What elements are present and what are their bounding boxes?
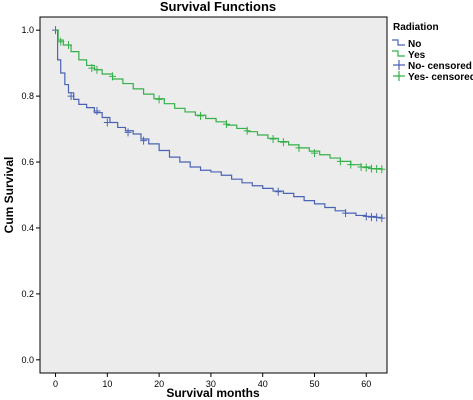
legend-item: No: [392, 39, 421, 50]
plot-area: [39, 16, 388, 374]
censor-mark-yes: [336, 157, 344, 166]
censor-mark-no: [342, 209, 350, 218]
legend-item: Yes- censored: [393, 71, 473, 83]
x-tick-label: 50: [309, 379, 319, 389]
y-tick-label: 1.0: [21, 25, 34, 35]
censor-mark-no: [124, 128, 132, 137]
censor-mark-yes: [93, 65, 101, 74]
y-tick-label: 0.0: [21, 355, 34, 365]
y-tick-label: 0.6: [21, 157, 34, 167]
legend-swatch: [393, 60, 405, 70]
y-axis: 0.0 0.2 0.4 0.6 0.8 1.0: [21, 25, 40, 365]
x-tick-label: 0: [53, 379, 58, 389]
censor-mark-yes: [222, 120, 230, 129]
censor-mark-yes: [197, 111, 205, 120]
censor-mark-yes: [378, 165, 386, 174]
censor-mark-no: [378, 214, 386, 223]
legend-swatch: [393, 71, 405, 81]
censor-mark-no: [67, 92, 75, 101]
censor-mark-no: [103, 118, 111, 127]
censor-mark-yes: [64, 41, 72, 50]
y-tick-label: 0.4: [21, 223, 34, 233]
x-tick-label: 20: [154, 379, 164, 389]
legend-item: Yes: [392, 50, 426, 61]
x-tick-label: 10: [102, 379, 112, 389]
series-line-no: [55, 29, 383, 219]
chart-title: Survival Functions: [160, 0, 276, 14]
censor-mark-yes: [362, 163, 370, 172]
legend-item: No- censored: [393, 60, 472, 72]
censor-mark-yes: [109, 72, 117, 81]
censor-mark-no: [362, 212, 370, 221]
x-tick-label: 60: [361, 379, 371, 389]
series-layer: [52, 26, 386, 223]
x-axis: 0 10 20 30 40 50 60: [53, 373, 371, 389]
x-tick-label: 30: [206, 379, 216, 389]
censor-mark-yes: [155, 95, 163, 104]
x-axis-label: Survival months: [166, 386, 260, 400]
censor-mark-no: [93, 106, 101, 115]
censor-mark-yes: [310, 149, 318, 158]
censor-mark-yes: [295, 143, 303, 152]
x-tick-label: 40: [258, 379, 268, 389]
censor-mark-yes: [347, 160, 355, 169]
censor-mark-yes: [57, 37, 65, 46]
censor-mark-yes: [279, 138, 287, 147]
censor-mark-no: [274, 187, 282, 196]
y-tick-label: 0.2: [21, 289, 34, 299]
censor-mark-yes: [88, 64, 96, 73]
legend-swatch: [392, 50, 405, 57]
y-tick-label: 0.8: [21, 91, 34, 101]
censor-mark-no: [140, 136, 148, 145]
legend-title: Radiation: [393, 22, 439, 33]
censor-mark-yes: [357, 162, 365, 171]
censor-mark-no: [373, 213, 381, 222]
legend-label: No: [408, 39, 421, 50]
legend-label: Yes- censored: [408, 72, 473, 83]
y-axis-label: Cum Survival: [2, 157, 16, 234]
series-line-yes: [55, 29, 383, 170]
legend-swatch: [392, 39, 405, 46]
legend-label: Yes: [408, 50, 426, 61]
legend-label: No- censored: [408, 61, 472, 72]
censor-mark-yes: [243, 126, 251, 135]
censor-mark-yes: [269, 134, 277, 143]
